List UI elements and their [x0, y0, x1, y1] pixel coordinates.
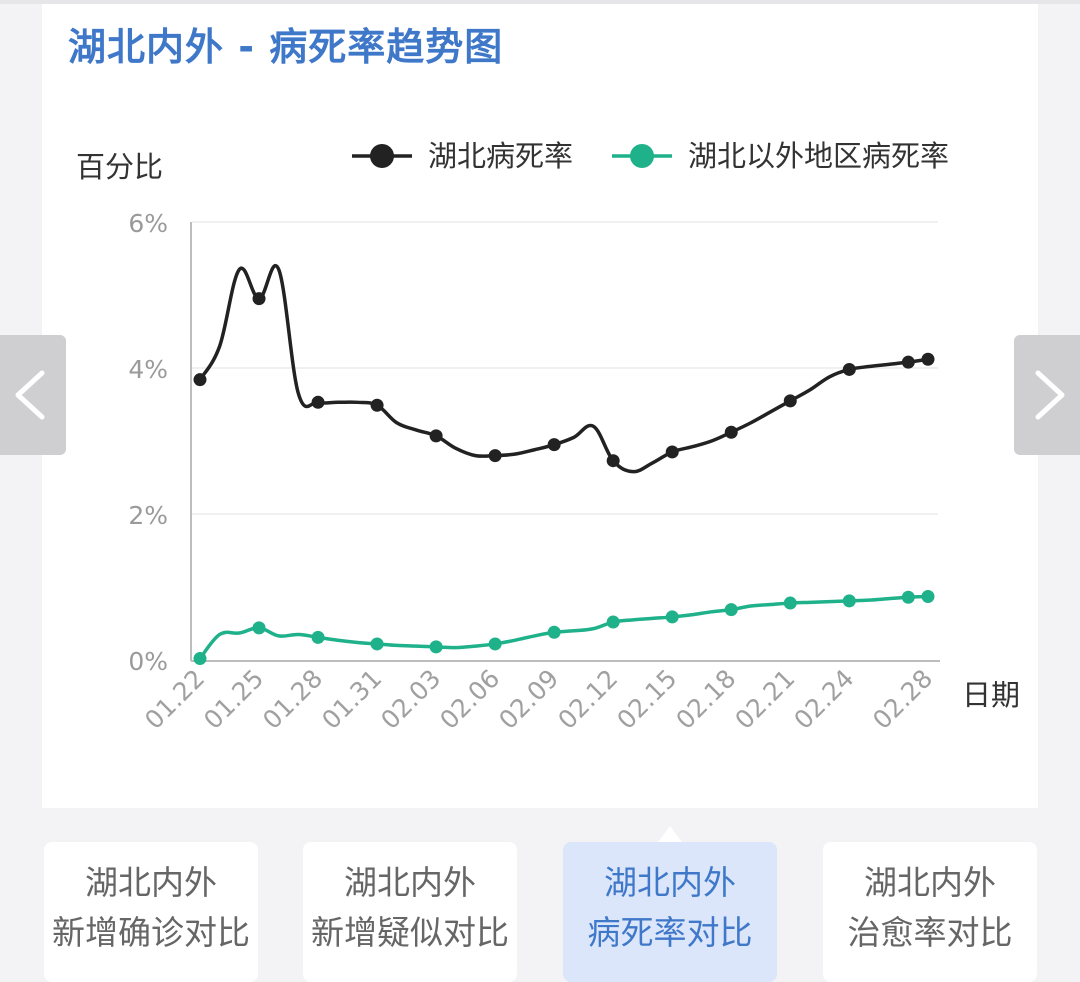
data-point [606, 454, 620, 468]
data-point [783, 394, 797, 408]
x-tick-label: 01.31 [316, 664, 387, 735]
x-tick-label: 02.09 [493, 664, 564, 735]
x-tick-label: 02.12 [552, 664, 623, 735]
data-point [724, 603, 738, 617]
data-point [488, 637, 502, 651]
x-tick-label: 02.15 [611, 664, 682, 735]
x-tick-label: 02.21 [729, 664, 800, 735]
y-tick-label: 4% [128, 355, 168, 384]
legend-marker [630, 144, 654, 168]
tab-cure-rate[interactable]: 湖北内外 治愈率对比 [823, 842, 1037, 982]
x-tick-label: 02.28 [867, 664, 938, 735]
data-point [901, 590, 915, 604]
y-axis-title: 百分比 [76, 150, 163, 184]
y-tick-label: 2% [128, 501, 168, 530]
active-tab-pointer [658, 826, 682, 842]
chevron-right-icon [1035, 370, 1065, 420]
data-point [547, 438, 561, 452]
x-axis-title: 日期 [962, 678, 1020, 712]
legend-marker [370, 144, 394, 168]
x-tick-label: 02.06 [434, 664, 505, 735]
data-point [488, 449, 502, 463]
tab-new-suspected[interactable]: 湖北内外 新增疑似对比 [303, 842, 517, 982]
x-tick-label: 02.03 [375, 664, 446, 735]
data-point [901, 355, 915, 369]
data-point [429, 429, 443, 443]
line-chart: 0%2%4%6%百分比日期01.2201.2501.2801.3102.0302… [76, 139, 1020, 735]
prev-chart-button[interactable] [0, 335, 66, 455]
data-point [311, 395, 325, 409]
data-point [724, 425, 738, 439]
data-point [921, 352, 935, 366]
data-point [370, 637, 384, 651]
y-tick-label: 0% [128, 647, 168, 676]
next-chart-button[interactable] [1014, 335, 1080, 455]
data-point [370, 398, 384, 412]
tab-label-line1: 湖北内外 [604, 863, 736, 902]
series-line [198, 594, 929, 660]
legend-label: 湖北病死率 [428, 139, 573, 173]
chart-title: 湖北内外 - 病死率趋势图 [68, 25, 504, 69]
data-point [606, 615, 620, 629]
tab-label-line2: 新增确诊对比 [52, 913, 250, 952]
tab-label-line1: 湖北内外 [864, 863, 996, 902]
tab-label-line2: 治愈率对比 [847, 913, 1013, 952]
data-point [842, 362, 856, 376]
chart-card [42, 4, 1038, 808]
chevron-left-icon [15, 370, 45, 420]
x-tick-label: 01.28 [257, 664, 328, 735]
data-point [429, 640, 443, 654]
data-point [311, 630, 325, 644]
tab-label-line2: 病死率对比 [587, 913, 753, 952]
x-tick-label: 01.25 [198, 664, 269, 735]
data-point [193, 652, 207, 666]
tab-label-line2: 新增疑似对比 [311, 913, 509, 952]
data-point [193, 373, 207, 387]
data-point [842, 594, 856, 608]
tab-fatality-rate[interactable]: 湖北内外 病死率对比 [563, 842, 777, 982]
tab-label-line1: 湖北内外 [344, 863, 476, 902]
top-divider [0, 0, 1080, 4]
data-point [547, 625, 561, 639]
data-point [665, 445, 679, 459]
y-tick-label: 6% [128, 209, 168, 238]
data-point [252, 621, 266, 635]
data-point [783, 596, 797, 610]
data-point [921, 589, 935, 603]
tab-label-line1: 湖北内外 [85, 863, 217, 902]
x-tick-label: 02.24 [788, 664, 859, 735]
data-point [252, 292, 266, 306]
tab-new-confirmed[interactable]: 湖北内外 新增确诊对比 [44, 842, 258, 982]
data-point [665, 610, 679, 624]
legend-label: 湖北以外地区病死率 [688, 139, 949, 173]
x-tick-label: 02.18 [670, 664, 741, 735]
